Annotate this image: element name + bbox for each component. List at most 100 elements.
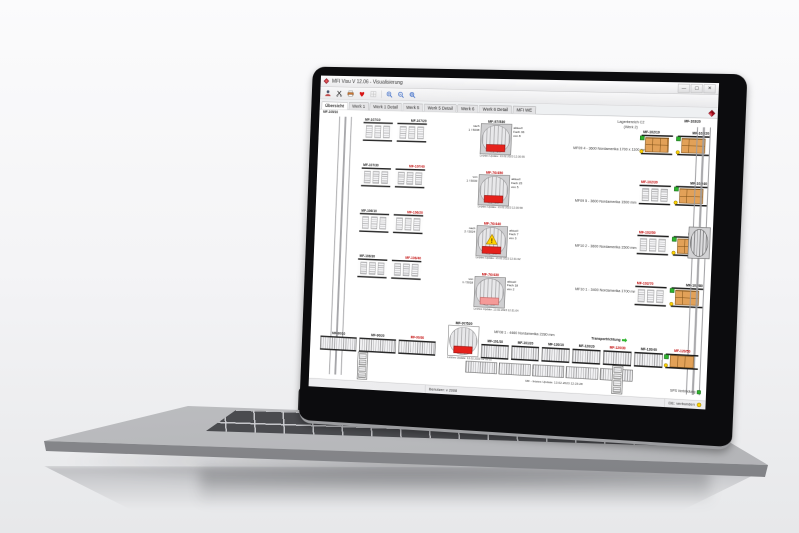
rail-label: MF-103/20 [684,119,701,124]
minimize-button[interactable]: — [677,83,690,93]
conveyor-station[interactable]: MF-90/30 [398,335,436,356]
tab-werk5-detail[interactable]: Werk 5 Detail [423,103,457,113]
tab-werk6-detail[interactable]: Werk 6 Detail [478,105,513,114]
silo-status-text: aktuell Fach 36 von 8 [513,126,525,138]
silo-fill-level [453,345,473,354]
annotation: MF09 4 - 3600 Nordamerika 1700 x 1100 mm [573,145,647,152]
conveyor-group: MF-107/10 MF-107/20 [362,118,428,143]
silo-station[interactable]: MF-97/530 nach 1 / 5038 aktuell Fach 36 … [468,119,525,159]
status-green-icon [672,236,677,242]
conveyor-station[interactable]: MF-101/20 [511,341,540,362]
roller-station[interactable] [360,167,392,188]
conveyor-group: MF-106/10 MF-106/20 [359,209,424,235]
silo-station[interactable]: MF-97/520 Letztes Update: 13.02.2023 12:… [447,321,492,361]
status-green-icon [664,354,669,360]
transport-direction: Transportrichtung [591,336,627,342]
pallet-stack-icon [644,137,669,153]
roller-station[interactable] [636,234,669,256]
bottom-update-text: MF - letztes Update: 13.02.2023 12:23:28 [525,379,583,387]
brand-diamond-icon [708,110,716,118]
favorite-icon[interactable] [357,88,367,99]
annotation: MF10 2 - 3600 Nordamerika 1500 mm [574,243,637,250]
roller-station[interactable] [634,285,667,307]
laptop-reflection-dark [200,470,710,514]
status-yellow-icon [669,301,674,307]
status-yellow-icon [673,200,678,205]
transport-direction-icon [622,338,628,343]
cut-icon[interactable] [334,88,344,99]
statusbar-user: Benutzer: v 2008 [424,384,462,396]
connection-led-icon [696,402,702,408]
silo-target-text: von 1 / 5018 [462,277,474,285]
tab-werk1-detail[interactable]: Werk 1 Detail [369,102,402,111]
annotation: MF09 5 - 3600 Nordamerika 1500 mm [574,198,637,205]
roller-station[interactable] [392,214,424,235]
status-yellow-icon [671,250,676,255]
area-label: Lagerbereich C2 (Werk 2) [617,119,645,130]
conveyor-station[interactable]: MF-120/40 [633,347,663,369]
status-yellow-icon [675,150,680,155]
conveyor-group: MF-107/30 MF-107/40 [360,164,426,189]
status-green-icon [674,186,679,192]
silo-target-text: von 1 / 5030 [466,175,478,183]
silo-fill-level [481,246,501,255]
roller-station[interactable] [394,168,426,189]
roller-station[interactable] [362,121,393,142]
maximize-button[interactable]: ▢ [690,83,703,93]
conveyor-station[interactable]: MF-120/30 [602,346,632,367]
silo-station[interactable]: MF-76/440 ! nach 2 / 5024 aktuell Fach 7… [464,221,520,261]
pallet-station[interactable]: MF-120/50 [663,349,699,370]
conveyor-station[interactable]: MF-120/20 [571,344,601,365]
toolbar-separator [381,90,382,98]
silo-fill-level [483,195,504,204]
turntable-circle-icon [689,228,709,258]
roller-station[interactable] [396,122,427,143]
silo-status-text: aktuell Fach 25 von 5 [510,177,523,190]
conveyor-station[interactable]: MF-120/10 [541,343,570,364]
silo-update-text: Letztes Update: 13.02.2023 12:30:58 [477,205,523,211]
pallet-stack-icon [669,355,694,369]
statusbar-connection: DE: verbunden [663,398,706,410]
vertical-connector[interactable] [611,365,624,395]
conveyor-station[interactable]: MF-90/20 [358,333,397,354]
tab-werk6[interactable]: Werk 6 [457,104,479,113]
turntable-station[interactable] [687,226,711,260]
tab-werk5[interactable]: Werk 5 [402,103,424,112]
silo-fill-level [479,297,499,306]
silo-station[interactable]: MF-76/450 von 1 / 5030 aktuell Fach 25 v… [466,170,523,211]
silo-target-text: nach 2 / 5024 [464,226,476,234]
conveyor-group: MF-106/30 MF-106/40 [357,254,422,281]
status-yellow-icon [663,363,668,368]
app-window: MFI Visu V 12.06 - Visualisierung — ▢ ✕ [308,75,719,410]
print-icon[interactable] [345,88,355,99]
transport-label: Transportrichtung [591,336,621,342]
rail-label: MF-105/10 [323,110,339,115]
roller-station[interactable] [357,258,388,279]
user-icon[interactable] [323,88,333,99]
vertical-connector[interactable] [356,351,368,380]
status-green-icon [676,136,681,142]
silo-station[interactable]: MF-76/430 von 1 / 5018 aktuell Fach 18 v… [462,272,518,312]
grid-icon[interactable] [368,89,378,100]
roller-station[interactable] [359,212,390,233]
conveyor-station[interactable]: MF-90/10 [319,331,357,352]
visualization-canvas: MF-105/10 MF-107/10 MF-107/20 MF-107/30 MF… [308,109,718,401]
roller-station[interactable] [391,259,422,281]
zoom-out-icon[interactable] [396,89,407,100]
tab-werk1[interactable]: Werk 1 [348,102,369,111]
warning-icon: ! [485,233,498,246]
zoom-fit-icon[interactable] [407,89,418,100]
app-icon [323,78,329,84]
close-button[interactable]: ✕ [703,84,716,94]
tab-mfi-we[interactable]: MFI WE [512,105,537,115]
laptop-screen: MFI Visu V 12.06 - Visualisierung — ▢ ✕ [308,75,720,410]
roller-station[interactable] [638,184,671,206]
annotation: MF10 1 - 3400 Nordamerika 1700 mm [574,286,637,295]
tab-uebersicht[interactable]: Übersicht [321,101,348,110]
svg-text:!: ! [491,237,493,244]
silo-status-text: aktuell Fach 7 von 3 [508,228,519,241]
conveyor-station[interactable]: MF-101/10 [480,340,509,360]
pallet-station[interactable] [639,134,674,156]
zoom-in-icon[interactable] [384,89,395,100]
